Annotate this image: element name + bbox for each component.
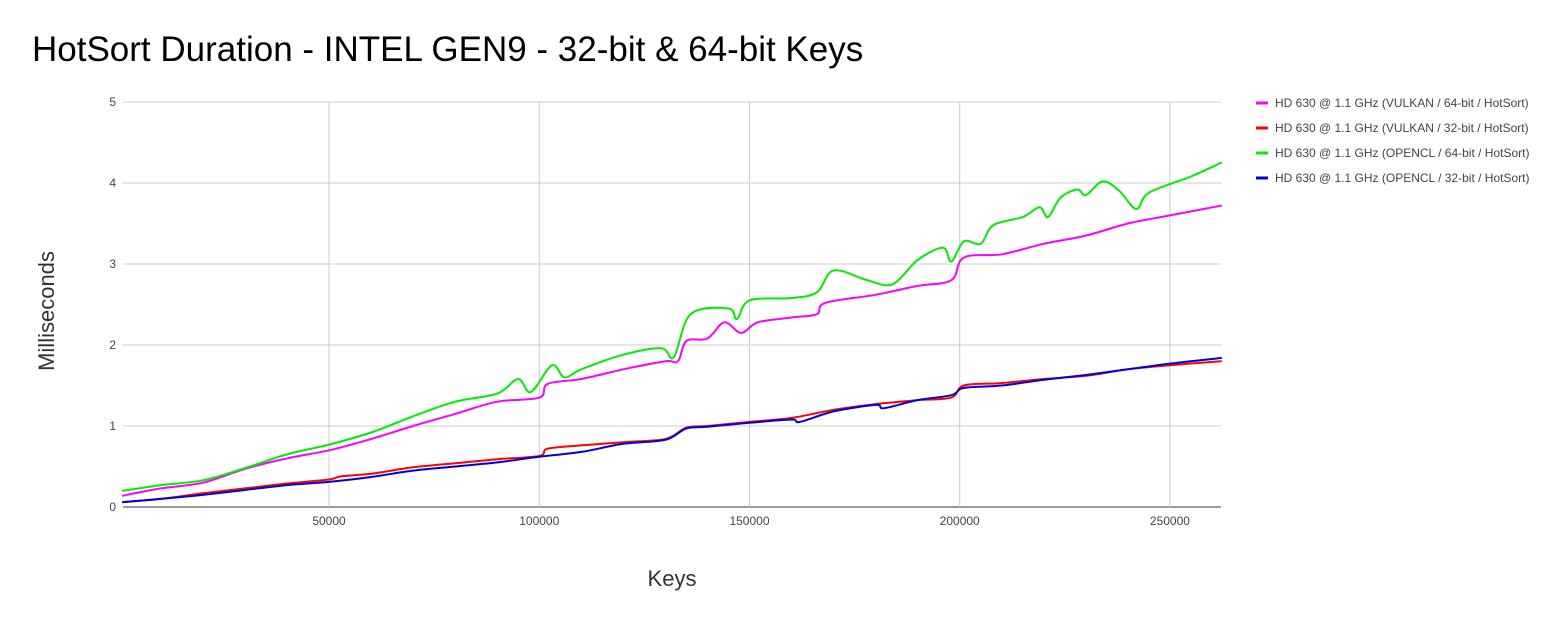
y-tick-label: 4 (109, 176, 116, 190)
series-lines (122, 161, 1222, 504)
series-line-1 (122, 204, 1222, 497)
x-axis-title: Keys (648, 566, 697, 591)
series-line-2 (122, 360, 1222, 504)
y-tick-label: 0 (109, 500, 116, 514)
y-tick-label: 2 (109, 338, 116, 352)
series-line-3 (122, 161, 1222, 492)
legend-label: HD 630 @ 1.1 GHz (VULKAN / 64-bit / HotS… (1275, 96, 1529, 110)
y-axis-title: Milliseconds (34, 251, 59, 371)
y-tick-label: 1 (109, 419, 116, 433)
y-tick-label: 3 (109, 257, 116, 271)
chart-title: HotSort Duration - INTEL GEN9 - 32-bit &… (32, 30, 864, 69)
y-tick-label: 5 (109, 95, 116, 109)
x-tick-label: 50000 (312, 514, 346, 528)
x-tick-label: 100000 (519, 514, 559, 528)
legend-label: HD 630 @ 1.1 GHz (OPENCL / 32-bit / HotS… (1275, 171, 1529, 185)
tick-labels: 0 1 2 3 4 5 50000 100000 150000 200000 250000 (109, 95, 1190, 528)
x-tick-label: 200000 (940, 514, 980, 528)
legend-label: HD 630 @ 1.1 GHz (VULKAN / 32-bit / HotS… (1275, 121, 1529, 135)
series-line-4 (122, 357, 1222, 504)
legend: HD 630 @ 1.1 GHz (VULKAN / 64-bit / HotS… (1256, 96, 1529, 185)
x-tick-label: 250000 (1150, 514, 1190, 528)
x-tick-label: 150000 (729, 514, 769, 528)
legend-label: HD 630 @ 1.1 GHz (OPENCL / 64-bit / HotS… (1275, 146, 1529, 160)
gridlines (123, 101, 1221, 508)
